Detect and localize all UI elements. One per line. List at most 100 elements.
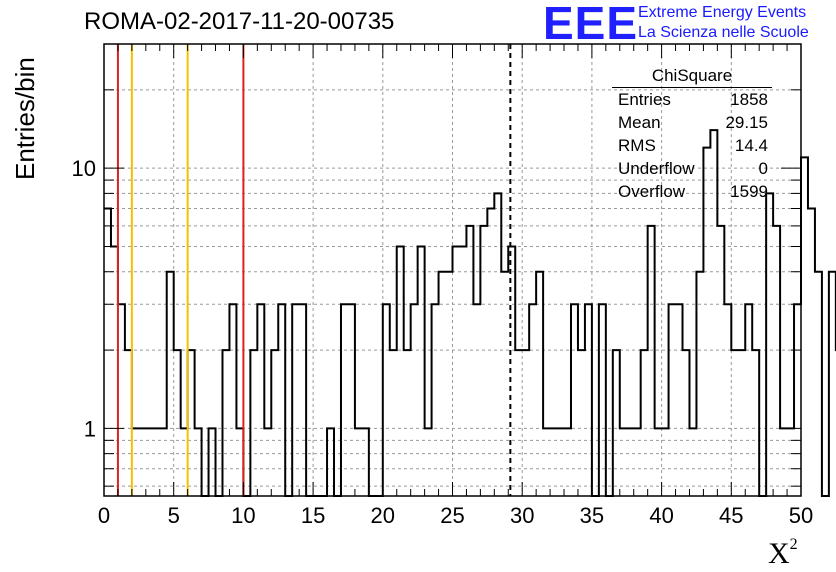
x-tick-label: 5 <box>168 503 180 528</box>
histogram-bin <box>397 247 404 496</box>
x-tick-label: 30 <box>510 503 534 528</box>
stats-row-underflow: Underflow 0 <box>612 157 780 180</box>
histogram-bin <box>404 350 411 496</box>
histogram-bin <box>111 247 118 496</box>
histogram-bin <box>466 226 473 496</box>
histogram-bin <box>125 350 132 496</box>
stats-row-mean: Mean 29.15 <box>612 111 780 134</box>
histogram-bin <box>174 350 181 496</box>
y-tick-label: 1 <box>84 416 96 441</box>
histogram-bin <box>641 350 648 496</box>
histogram-bin <box>167 272 174 496</box>
histogram-bin <box>439 272 446 496</box>
x-tick-label: 40 <box>649 503 673 528</box>
histogram-bin <box>250 350 257 496</box>
histogram-bin <box>648 226 655 496</box>
histogram-bin <box>717 226 724 496</box>
histogram-bin <box>453 247 460 496</box>
stats-row-overflow: Overflow 1599 <box>612 180 780 203</box>
histogram-bin <box>585 304 592 496</box>
x-tick-label: 10 <box>231 503 255 528</box>
histogram-bin <box>473 304 480 496</box>
histogram-bin <box>752 350 759 496</box>
logo-line-1: Extreme Energy Events <box>638 4 807 21</box>
eee-logo: EEE <box>543 0 639 49</box>
stats-value: 14.4 <box>734 136 768 155</box>
histogram-bin <box>613 350 620 496</box>
x-tick-label: 15 <box>301 503 325 528</box>
histogram-bin <box>271 350 278 496</box>
stats-value: 1858 <box>730 90 768 109</box>
histogram-bin <box>411 304 418 496</box>
y-tick-label: 10 <box>72 156 96 181</box>
histogram-bin <box>696 272 703 496</box>
stats-label: Overflow <box>618 182 686 201</box>
y-axis-label: Entries/bin <box>10 57 40 180</box>
x-axis-label: X2 <box>768 536 798 570</box>
histogram-bin <box>683 350 690 496</box>
histogram-bin <box>724 304 731 496</box>
histogram-bin <box>773 226 780 496</box>
x-tick-label: 0 <box>98 503 110 528</box>
stats-row-entries: Entries 1858 <box>612 88 780 111</box>
stats-value: 0 <box>758 159 768 178</box>
x-tick-label: 25 <box>440 503 464 528</box>
stats-value: 1599 <box>730 182 768 201</box>
histogram-bin <box>571 304 578 496</box>
histogram-bin <box>829 272 836 496</box>
histogram-bin <box>501 272 508 496</box>
histogram-bin <box>578 350 585 496</box>
histogram-bin <box>801 157 808 496</box>
histogram-bin <box>738 350 745 496</box>
histogram-bin <box>731 350 738 496</box>
histogram-bin <box>808 208 815 496</box>
histogram-bin <box>104 208 111 496</box>
histogram-bin <box>508 247 515 496</box>
histogram-bin <box>536 272 543 496</box>
histogram-bin <box>383 304 390 496</box>
x-tick-label: 35 <box>580 503 604 528</box>
stats-box: ChiSquare Entries 1858 Mean 29.15 RMS 14… <box>612 66 780 203</box>
stats-label: RMS <box>618 136 656 155</box>
x-tick-label: 45 <box>719 503 743 528</box>
histogram-bin <box>446 272 453 496</box>
histogram-bin <box>432 304 439 496</box>
histogram-outline <box>104 129 836 497</box>
histogram-bin <box>676 304 683 496</box>
histogram-bin <box>529 304 536 496</box>
histogram-bin <box>515 350 522 496</box>
x-axis-label-superscript: 2 <box>789 536 798 553</box>
histogram-bin <box>815 272 822 496</box>
logo-line-2: La Scienza nelle Scuole <box>638 24 809 41</box>
histogram-bin <box>222 350 229 496</box>
x-tick-label: 50 <box>789 503 813 528</box>
histogram-bin <box>599 304 606 496</box>
histogram-bin <box>348 304 355 496</box>
histogram-bin <box>278 304 285 496</box>
stats-value: 29.15 <box>725 113 768 132</box>
histogram-bin <box>188 350 195 496</box>
histogram-bin <box>745 304 752 496</box>
histogram-bin <box>522 350 529 496</box>
histogram-bin <box>794 304 801 496</box>
x-tick-label: 20 <box>371 503 395 528</box>
histogram-bin <box>494 193 501 496</box>
histogram-bin <box>459 247 466 496</box>
histogram-bin <box>418 247 425 496</box>
histogram-bin <box>341 304 348 496</box>
chart-title: ROMA-02-2017-11-20-00735 <box>84 8 395 35</box>
histogram-bin <box>257 304 264 496</box>
histogram-bin <box>669 304 676 496</box>
stats-label: Mean <box>618 113 661 132</box>
stats-label: Underflow <box>618 159 695 178</box>
stats-title: ChiSquare <box>612 66 772 88</box>
stats-row-rms: RMS 14.4 <box>612 134 780 157</box>
histogram-bin <box>487 208 494 496</box>
histogram-bin <box>229 304 236 496</box>
histogram-bin <box>390 350 397 496</box>
histogram-bin <box>118 304 125 496</box>
histogram-bin <box>766 193 773 496</box>
histogram-bin <box>480 226 487 496</box>
histogram-bin <box>299 304 306 496</box>
